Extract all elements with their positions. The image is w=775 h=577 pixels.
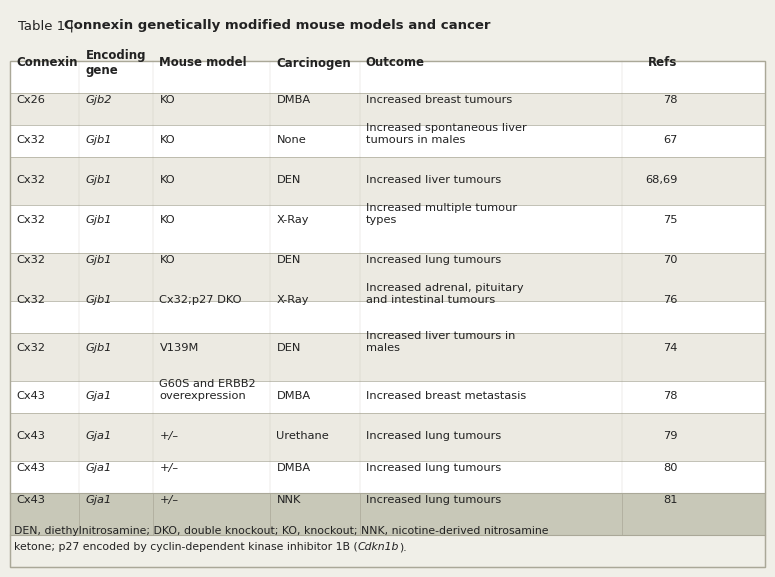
Text: Increased lung tumours: Increased lung tumours (366, 255, 501, 265)
Text: 78: 78 (663, 95, 677, 105)
Text: G60S and ERBB2
overexpression: G60S and ERBB2 overexpression (160, 379, 256, 402)
Bar (10, 205, 765, 253)
Text: KO: KO (160, 255, 175, 265)
Text: Cx32: Cx32 (16, 175, 45, 185)
Text: 76: 76 (663, 295, 677, 305)
Bar (10, 413, 765, 461)
Bar (10, 93, 765, 125)
Text: Cx32;p27 DKO: Cx32;p27 DKO (160, 295, 242, 305)
Text: X-Ray: X-Ray (277, 295, 309, 305)
Text: NNK: NNK (277, 495, 301, 505)
Text: DEN, diethylnitrosamine; DKO, double knockout; KO, knockout; NNK, nicotine-deriv: DEN, diethylnitrosamine; DKO, double kno… (14, 526, 549, 536)
Text: +/–: +/– (160, 431, 178, 441)
Bar (10, 61, 765, 567)
Bar (10, 493, 765, 535)
Text: Connexin genetically modified mouse models and cancer: Connexin genetically modified mouse mode… (64, 20, 491, 32)
Text: Cx32: Cx32 (16, 343, 45, 353)
Text: Increased breast metastasis: Increased breast metastasis (366, 391, 525, 401)
Text: 78: 78 (663, 391, 677, 401)
Text: Increased multiple tumour
types: Increased multiple tumour types (366, 203, 517, 226)
Text: 70: 70 (663, 255, 677, 265)
Text: 68,69: 68,69 (645, 175, 677, 185)
Text: KO: KO (160, 215, 175, 225)
Text: Increased lung tumours: Increased lung tumours (366, 495, 501, 505)
Text: Gja1: Gja1 (85, 495, 112, 505)
Text: DMBA: DMBA (277, 95, 311, 105)
Text: Gjb1: Gjb1 (85, 215, 112, 225)
Text: KO: KO (160, 135, 175, 145)
Text: +/–: +/– (160, 495, 178, 505)
Text: None: None (277, 135, 306, 145)
Text: Gja1: Gja1 (85, 463, 112, 473)
Bar (10, 333, 765, 381)
Bar (10, 157, 765, 205)
Bar (10, 125, 765, 157)
Text: 80: 80 (663, 463, 677, 473)
Text: Cx32: Cx32 (16, 295, 45, 305)
Text: Refs: Refs (648, 57, 677, 69)
Text: Cx32: Cx32 (16, 255, 45, 265)
Text: Cx26: Cx26 (16, 95, 45, 105)
Text: Increased liver tumours: Increased liver tumours (366, 175, 501, 185)
Text: 74: 74 (663, 343, 677, 353)
Text: DEN: DEN (277, 175, 301, 185)
Text: Gjb1: Gjb1 (85, 255, 112, 265)
Text: Increased lung tumours: Increased lung tumours (366, 431, 501, 441)
Text: Carcinogen: Carcinogen (277, 57, 351, 69)
Text: Cx32: Cx32 (16, 135, 45, 145)
Text: ).: ). (399, 542, 407, 552)
Text: 75: 75 (663, 215, 677, 225)
Text: Gjb1: Gjb1 (85, 343, 112, 353)
Text: Cx43: Cx43 (16, 495, 45, 505)
Bar (10, 253, 765, 301)
Bar (10, 381, 765, 413)
Text: DEN: DEN (277, 343, 301, 353)
Text: Mouse model: Mouse model (160, 57, 247, 69)
Text: Increased lung tumours: Increased lung tumours (366, 463, 501, 473)
Text: 81: 81 (663, 495, 677, 505)
Text: Cx43: Cx43 (16, 431, 45, 441)
Text: Increased spontaneous liver
tumours in males: Increased spontaneous liver tumours in m… (366, 123, 526, 145)
Text: Table 1 |: Table 1 | (18, 20, 78, 32)
Text: Connexin: Connexin (16, 57, 78, 69)
Text: Urethane: Urethane (277, 431, 329, 441)
Bar (10, 461, 765, 493)
Text: +/–: +/– (160, 463, 178, 473)
Text: Encoding
gene: Encoding gene (85, 48, 146, 77)
Text: V139M: V139M (160, 343, 199, 353)
Text: Cdkn1b: Cdkn1b (357, 542, 399, 552)
Text: Gja1: Gja1 (85, 391, 112, 401)
Text: Gjb1: Gjb1 (85, 175, 112, 185)
Text: Gjb2: Gjb2 (85, 95, 112, 105)
Text: Increased adrenal, pituitary
and intestinal tumours: Increased adrenal, pituitary and intesti… (366, 283, 523, 305)
Text: KO: KO (160, 95, 175, 105)
Text: ketone; p27 encoded by cyclin-dependent kinase inhibitor 1B (: ketone; p27 encoded by cyclin-dependent … (14, 542, 357, 552)
Bar (10, 61, 765, 93)
Bar (10, 301, 765, 333)
Text: Gja1: Gja1 (85, 431, 112, 441)
Text: Cx32: Cx32 (16, 215, 45, 225)
Text: DMBA: DMBA (277, 463, 311, 473)
Text: KO: KO (160, 175, 175, 185)
Text: Cx43: Cx43 (16, 391, 45, 401)
Text: DMBA: DMBA (277, 391, 311, 401)
Text: DEN: DEN (277, 255, 301, 265)
Text: Cx43: Cx43 (16, 463, 45, 473)
Text: Increased breast tumours: Increased breast tumours (366, 95, 512, 105)
Text: Increased liver tumours in
males: Increased liver tumours in males (366, 331, 515, 353)
Text: Gjb1: Gjb1 (85, 295, 112, 305)
Text: X-Ray: X-Ray (277, 215, 309, 225)
Bar (10, 61, 765, 567)
Text: Gjb1: Gjb1 (85, 135, 112, 145)
Text: Outcome: Outcome (366, 57, 425, 69)
Text: 67: 67 (663, 135, 677, 145)
Text: 79: 79 (663, 431, 677, 441)
